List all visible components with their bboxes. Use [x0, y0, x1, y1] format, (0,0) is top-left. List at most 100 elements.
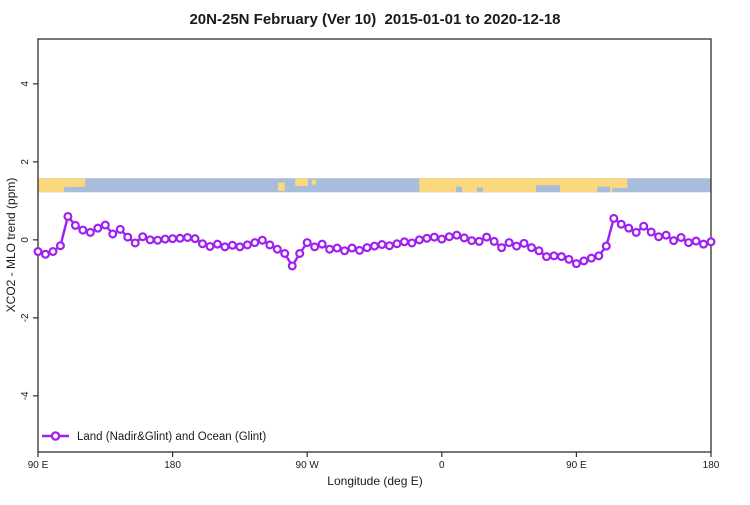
data-point-marker — [631, 227, 641, 237]
legend-label: Land (Nadir&Glint) and Ocean (Glint) — [77, 431, 266, 443]
data-point-marker — [699, 239, 709, 249]
data-point-marker — [205, 241, 215, 251]
data-point-marker — [212, 239, 222, 249]
data-point-marker — [609, 213, 619, 223]
data-point-marker — [459, 233, 469, 243]
data-point-marker — [452, 230, 462, 240]
land-patch — [295, 178, 308, 186]
x-tick-label: 90 W — [296, 460, 320, 471]
data-point-marker — [175, 233, 185, 243]
data-point-marker — [85, 227, 95, 237]
data-point-marker — [108, 229, 118, 239]
data-point-marker — [100, 220, 110, 230]
data-point-marker — [534, 246, 544, 256]
data-point-marker — [556, 252, 566, 262]
data-point-marker — [265, 240, 275, 250]
y-tick-label: 2 — [20, 159, 31, 165]
data-point-marker — [684, 238, 694, 248]
data-point-marker — [601, 241, 611, 251]
data-point-marker — [377, 240, 387, 250]
data-point-marker — [384, 241, 394, 251]
land-patch — [612, 178, 628, 189]
series-markers — [33, 211, 716, 271]
land-patch — [419, 178, 537, 193]
data-point-marker — [482, 232, 492, 242]
x-tick-label: 180 — [164, 460, 181, 471]
data-point-marker — [250, 238, 260, 248]
data-point-marker — [325, 244, 335, 254]
land-patch — [278, 182, 285, 191]
data-point-marker — [310, 242, 320, 252]
data-point-marker — [40, 249, 50, 259]
data-point-marker — [153, 235, 163, 245]
data-point-marker — [399, 237, 409, 247]
data-point-marker — [235, 242, 245, 252]
data-point-marker — [257, 235, 267, 245]
data-point-marker — [70, 220, 80, 230]
data-point-marker — [220, 242, 230, 252]
data-point-marker — [407, 238, 417, 248]
data-point-marker — [33, 247, 43, 257]
y-tick-label: 0 — [20, 237, 31, 243]
x-tick-label: 0 — [439, 460, 445, 471]
data-point-marker — [414, 235, 424, 245]
data-point-marker — [355, 245, 365, 255]
world-map-band — [38, 178, 711, 193]
data-point-marker — [579, 256, 589, 266]
data-point-marker — [123, 232, 133, 242]
ocean-notch — [597, 186, 611, 193]
x-tick-label: 90 E — [28, 460, 49, 471]
x-tick-label: 180 — [703, 460, 720, 471]
data-point-marker — [183, 233, 193, 243]
x-tick-label: 90 E — [566, 460, 587, 471]
land-patch — [38, 178, 65, 193]
y-axis-title: XCO2 - MLO trend (ppm) — [4, 178, 18, 313]
data-point-marker — [55, 241, 65, 251]
data-point-marker — [190, 234, 200, 244]
data-point-marker — [138, 232, 148, 242]
y-tick-label: -2 — [20, 313, 31, 322]
data-point-marker — [564, 254, 574, 264]
land-patch — [311, 179, 317, 185]
data-point-marker — [489, 236, 499, 246]
data-point-marker — [422, 233, 432, 243]
ocean-notch — [476, 187, 483, 193]
data-point-marker — [302, 238, 312, 248]
data-point-marker — [474, 236, 484, 246]
data-point-marker — [624, 223, 634, 233]
data-point-marker — [362, 243, 372, 253]
data-point-marker — [616, 219, 626, 229]
data-point-marker — [295, 248, 305, 258]
data-point-marker — [586, 253, 596, 263]
land-patch — [536, 178, 560, 186]
data-point-marker — [549, 251, 559, 261]
data-point-marker — [198, 239, 208, 249]
data-point-marker — [370, 241, 380, 251]
data-point-marker — [527, 243, 537, 253]
data-point-marker — [706, 237, 716, 247]
legend-marker-icon — [50, 431, 61, 441]
data-point-marker — [661, 230, 671, 240]
data-point-marker — [646, 227, 656, 237]
data-point-marker — [242, 240, 252, 250]
data-point-marker — [497, 243, 507, 253]
data-point-marker — [594, 251, 604, 261]
data-point-marker — [227, 240, 237, 250]
data-point-marker — [639, 221, 649, 231]
data-point-marker — [512, 241, 522, 251]
data-point-marker — [317, 239, 327, 249]
data-point-marker — [332, 243, 342, 253]
data-point-marker — [340, 246, 350, 256]
data-point-marker — [437, 234, 447, 244]
y-tick-label: 4 — [20, 81, 31, 87]
data-point-marker — [63, 211, 73, 221]
data-point-marker — [272, 244, 282, 254]
data-point-marker — [571, 259, 581, 269]
chart-title: 20N-25N February (Ver 10) 2015-01-01 to … — [189, 11, 560, 28]
data-point-marker — [444, 232, 454, 242]
data-point-marker — [519, 238, 529, 248]
x-axis-title: Longitude (deg E) — [327, 474, 422, 488]
data-point-marker — [78, 225, 88, 235]
